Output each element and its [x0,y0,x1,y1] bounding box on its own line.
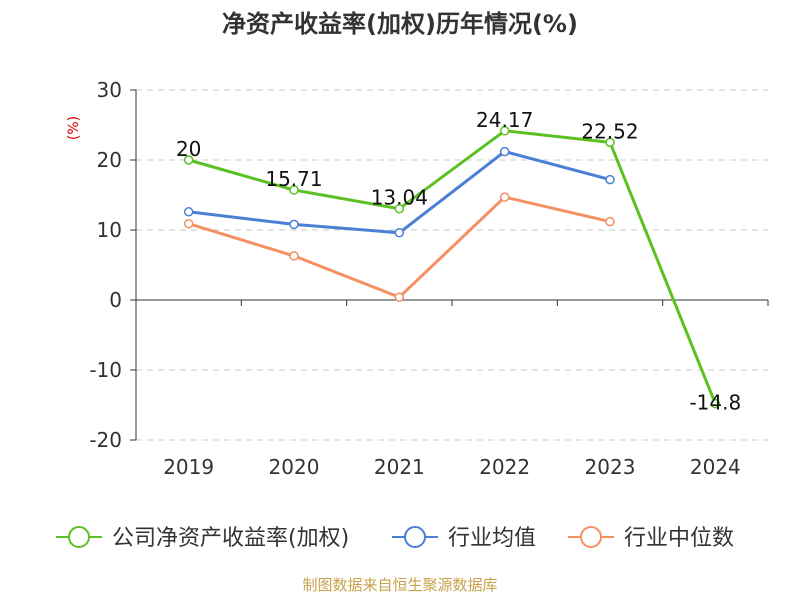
data-labels: 20 15.71 13.04 24.17 22.52 -14.8 [176,108,741,415]
data-point [605,216,615,227]
data-point [499,192,510,202]
data-point [710,398,721,409]
data-label: -14.8 [689,391,741,415]
y-tick-label: 20 [97,148,122,172]
legend: 公司净资产收益率(加权) 行业均值 行业中位数 [56,526,734,551]
x-tick-label: 2022 [479,455,530,479]
axes [130,89,769,441]
x-tick-label: 2024 [690,455,741,479]
data-point [289,219,299,230]
legend-label: 公司净资产收益率(加权) [112,526,349,551]
legend-label: 行业中位数 [624,526,734,551]
source-note: 制图数据来自恒生聚源数据库 [302,576,497,594]
gridlines [136,89,768,441]
legend-marker [68,526,90,548]
data-label: 22.52 [581,119,638,143]
data-point [183,155,194,165]
y-tick-label: 30 [97,78,122,102]
y-tick-label: 10 [97,218,122,242]
data-point [289,251,299,261]
y-axis-ticks: 30 20 10 0 -10 -20 [89,78,122,452]
chart-title: 净资产收益率(加权)历年情况(%) [222,10,578,38]
data-point [605,174,615,185]
x-tick-label: 2020 [269,455,320,479]
y-tick-label: 0 [109,288,122,312]
x-tick-label: 2021 [374,455,425,479]
data-point [499,126,510,136]
series-points [183,126,721,409]
data-label: 15.71 [265,167,322,191]
data-point [394,292,405,302]
legend-label: 行业均值 [448,526,536,551]
y-axis-unit: (%) [66,116,82,140]
data-point [394,228,405,238]
x-axis-ticks: 2019 2020 2021 2022 2023 2024 [163,455,741,479]
x-tick-label: 2023 [585,455,636,479]
y-tick-label: -20 [89,428,122,452]
legend-marker [404,526,426,548]
x-tick-label: 2019 [163,455,214,479]
data-point [183,207,194,217]
legend-marker [580,526,602,548]
data-point [499,146,510,157]
data-point [183,218,194,229]
y-tick-label: -10 [89,358,122,382]
data-label: 24.17 [476,108,533,132]
series-line [188,129,717,405]
data-point [289,185,299,195]
data-label: 20 [176,137,201,161]
data-point [605,137,615,148]
data-label: 13.04 [371,186,428,210]
data-point [394,203,405,214]
